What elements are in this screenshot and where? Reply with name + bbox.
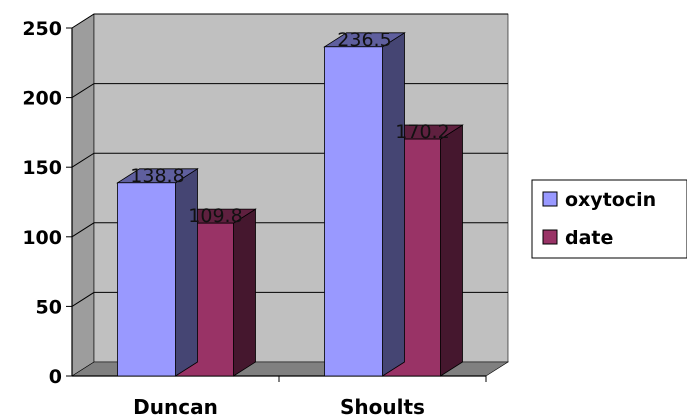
bar-oxytocin-duncan: [116, 168, 199, 377]
bars: [116, 32, 464, 377]
side-wall: [71, 13, 95, 377]
y-tick-label: 0: [49, 366, 62, 388]
y-tick-label: 150: [22, 157, 62, 179]
category-labels: Duncan Shoults: [133, 395, 425, 417]
y-tick-label: 200: [22, 88, 62, 110]
category-label: Shoults: [340, 395, 425, 417]
bar-side: [233, 208, 256, 377]
y-tick-labels: 0 50 100 150 200 250: [22, 18, 62, 388]
data-label: 138.8: [130, 165, 184, 187]
bar-front: [117, 182, 176, 377]
bar-side: [382, 32, 405, 377]
bar-side: [440, 124, 463, 377]
data-label: 170.2: [395, 121, 449, 143]
y-tick-label: 100: [22, 227, 62, 249]
legend-label-date: date: [565, 227, 613, 249]
y-tick-label: 250: [22, 18, 62, 40]
data-label: 109.8: [188, 205, 242, 227]
legend-swatch-date: [542, 229, 558, 245]
y-tick-label: 50: [36, 296, 62, 318]
legend: oxytocin date: [531, 179, 687, 259]
category-label: Duncan: [133, 395, 218, 417]
data-label: 236.5: [337, 29, 391, 51]
bar-front: [324, 46, 383, 377]
legend-box: [531, 179, 687, 259]
gridline: [71, 13, 508, 29]
legend-swatch-oxytocin: [542, 191, 558, 207]
legend-label-oxytocin: oxytocin: [565, 189, 656, 211]
bar-side: [175, 168, 198, 377]
bar-oxytocin-shoults: [323, 32, 406, 377]
